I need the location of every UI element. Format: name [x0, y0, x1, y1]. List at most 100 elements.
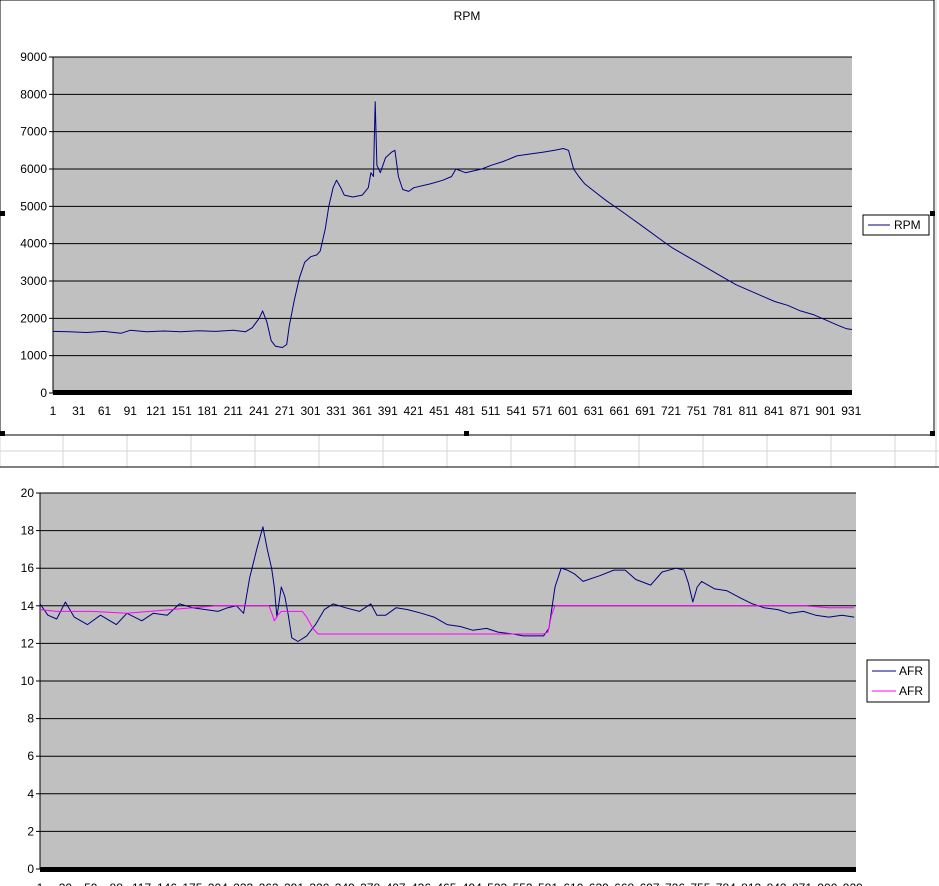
y-tick-label: 7000 [20, 125, 47, 139]
afr-x-axis: 1 30 59 88 117 146 175 204 233 262 291 320 349 378 407… [37, 881, 863, 886]
y-tick-label: 8 [27, 712, 34, 726]
x-tick-label: 697 [640, 881, 660, 886]
x-tick-label: 523 [487, 881, 507, 886]
x-tick-label: 421 [403, 404, 423, 418]
handle-right[interactable] [930, 211, 935, 216]
x-tick-label: 481 [455, 404, 475, 418]
x-tick-label: 751 [687, 404, 707, 418]
x-tick-label: 1 [50, 404, 57, 418]
afr-chart[interactable]: 0 2 4 6 8 10 12 14 16 18 20 1 30 59 88 117 146 175 204 233… [0, 466, 939, 886]
y-tick-label: 4 [27, 787, 34, 801]
x-tick-label: 639 [589, 881, 609, 886]
y-tick-label: 18 [21, 524, 35, 538]
handle-bottom-left[interactable] [0, 431, 5, 436]
x-tick-label: 436 [411, 881, 431, 886]
x-tick-label: 841 [764, 404, 784, 418]
x-tick-label: 30 [59, 881, 73, 886]
y-tick-label: 16 [21, 561, 35, 575]
x-tick-label: 320 [309, 881, 329, 886]
x-tick-label: 407 [386, 881, 406, 886]
y-tick-label: 2000 [20, 311, 47, 325]
series-line-1 [39, 526, 855, 642]
afr-legend[interactable]: AFR AFR [866, 659, 930, 703]
y-tick-label: 14 [21, 599, 35, 613]
y-tick-label: 3000 [20, 274, 47, 288]
x-tick-label: 610 [563, 881, 583, 886]
x-tick-label: 204 [208, 881, 228, 886]
y-tick-label: 12 [21, 636, 35, 650]
rpm-legend[interactable]: RPM [862, 214, 930, 236]
rpm-plot-area [53, 57, 852, 393]
x-tick-label: 929 [843, 881, 863, 886]
y-tick-label: 6000 [20, 162, 47, 176]
spreadsheet-grid [0, 0, 939, 467]
x-tick-label: 691 [635, 404, 655, 418]
x-tick-label: 349 [335, 881, 355, 886]
x-tick-label: 581 [538, 881, 558, 886]
y-tick-label: 2 [27, 824, 34, 838]
handle-bottom[interactable] [464, 431, 469, 436]
x-tick-label: 541 [506, 404, 526, 418]
x-tick-label: 175 [182, 881, 202, 886]
x-tick-label: 117 [132, 881, 151, 886]
rpm-chart-title: RPM [454, 9, 481, 23]
y-tick-label: 4000 [20, 237, 47, 251]
x-tick-label: 552 [513, 881, 533, 886]
x-tick-label: 726 [665, 881, 685, 886]
afr-legend-label-1: AFR [899, 664, 923, 678]
afr-legend-box [866, 659, 930, 703]
x-tick-label: 361 [352, 404, 372, 418]
x-tick-label: 391 [378, 404, 398, 418]
rpm-gridlines [53, 56, 852, 357]
x-tick-label: 181 [197, 404, 217, 418]
x-tick-label: 291 [284, 881, 304, 886]
rpm-legend-box [862, 214, 930, 236]
rpm-x-axis: 1 31 61 91 121 151 181 211 241 271 301 331 361 391 421… [50, 404, 862, 418]
afr-y-axis: 0 2 4 6 8 10 12 14 16 18 20 [21, 486, 41, 876]
x-tick-label: 91 [124, 404, 138, 418]
x-tick-label: 494 [462, 881, 482, 886]
x-tick-label: 755 [690, 881, 710, 886]
handle-bottom-right[interactable] [930, 431, 935, 436]
x-tick-label: 241 [249, 404, 269, 418]
x-tick-label: 668 [614, 881, 634, 886]
series-line-2 [39, 605, 855, 635]
x-tick-label: 784 [716, 881, 736, 886]
x-tick-label: 511 [481, 404, 500, 418]
x-tick-label: 601 [558, 404, 578, 418]
x-tick-label: 811 [739, 404, 758, 418]
x-tick-label: 121 [146, 404, 166, 418]
afr-legend-label-2: AFR [899, 684, 923, 698]
x-tick-label: 901 [815, 404, 835, 418]
rpm-chart[interactable]: RPM 0 1000 2000 3000 4000 5000 6000 7000 8000 900… [0, 0, 935, 436]
y-tick-label: 10 [21, 674, 35, 688]
rpm-chart-selection-handles[interactable] [0, 211, 935, 436]
y-tick-label: 1000 [20, 349, 47, 363]
afr-gridlines [40, 492, 856, 832]
y-tick-label: 0 [40, 386, 47, 400]
x-tick-label: 661 [609, 404, 629, 418]
x-tick-label: 271 [275, 404, 295, 418]
x-tick-label: 211 [224, 404, 243, 418]
x-tick-label: 31 [72, 404, 86, 418]
afr-series-lines [39, 526, 855, 642]
x-tick-label: 842 [767, 881, 787, 886]
x-tick-label: 88 [110, 881, 124, 886]
y-tick-label: 6 [27, 749, 34, 763]
x-tick-label: 465 [436, 881, 456, 886]
y-tick-label: 9000 [20, 50, 47, 64]
handle-left[interactable] [0, 211, 5, 216]
series-line-1 [52, 101, 853, 348]
x-tick-label: 59 [84, 881, 98, 886]
x-tick-label: 378 [360, 881, 380, 886]
x-tick-label: 813 [741, 881, 761, 886]
x-tick-label: 871 [790, 404, 810, 418]
rpm-y-axis: 0 1000 2000 3000 4000 5000 6000 7000 8000 9000 [20, 50, 54, 400]
x-tick-label: 871 [792, 881, 812, 886]
y-tick-label: 0 [27, 862, 34, 876]
x-tick-label: 631 [584, 404, 604, 418]
x-tick-label: 781 [712, 404, 732, 418]
x-tick-label: 721 [661, 404, 681, 418]
x-tick-label: 931 [841, 404, 861, 418]
